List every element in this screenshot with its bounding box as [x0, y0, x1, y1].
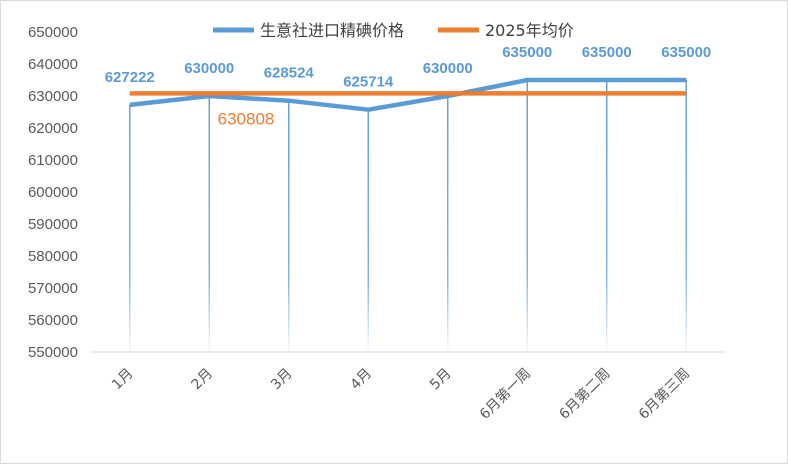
x-tick-label: 5月	[427, 366, 455, 394]
x-tick-label: 6月第一周	[476, 365, 534, 423]
x-tick-label: 6月第三周	[635, 365, 693, 423]
y-tick-label: 600000	[28, 184, 78, 201]
y-tick-label: 580000	[28, 248, 78, 265]
legend-entry-price: 生意社进口精碘价格	[213, 21, 404, 40]
average-data-label: 630808	[218, 109, 275, 128]
legend-label-price: 生意社进口精碘价格	[260, 21, 404, 40]
gridline-5	[447, 96, 449, 352]
data-label: 635000	[582, 44, 632, 61]
x-tick-label: 1月	[109, 366, 137, 394]
gridline-7	[606, 80, 608, 352]
data-label: 628524	[264, 65, 315, 82]
x-tick-label: 2月	[189, 366, 217, 394]
gridline-8	[685, 80, 687, 352]
data-label: 627222	[105, 69, 155, 86]
legend-label-average: 2025年均价	[485, 21, 574, 40]
x-tick-label: 3月	[268, 366, 296, 394]
legend-entry-average: 2025年均价	[438, 21, 574, 40]
data-label: 635000	[502, 44, 552, 61]
y-tick-label: 590000	[28, 216, 78, 233]
y-tick-label: 630000	[28, 88, 78, 105]
y-tick-label: 650000	[28, 24, 78, 41]
gridline-4	[367, 109, 369, 352]
data-label: 625714	[343, 74, 394, 91]
gridlines	[129, 80, 687, 352]
x-tick-label: 4月	[348, 366, 376, 394]
y-tick-label: 560000	[28, 312, 78, 329]
gridline-1	[129, 104, 131, 352]
y-tick-label: 550000	[28, 344, 78, 361]
gridline-2	[208, 96, 210, 352]
series-lines	[129, 77, 687, 112]
y-tick-label: 620000	[28, 120, 78, 137]
y-tick-label: 570000	[28, 280, 78, 297]
gridline-3	[288, 100, 290, 352]
x-tick-label: 6月第二周	[556, 365, 614, 423]
data-label: 630000	[184, 60, 234, 77]
y-tick-label: 640000	[28, 56, 78, 73]
data-labels: 627222 630000 628524 625714 630000 635000 6350…	[105, 44, 712, 128]
y-tick-labels: 550000 560000 570000 580000 590000 600000 6100…	[28, 24, 78, 361]
data-label: 630000	[423, 60, 473, 77]
legend: 生意社进口精碘价格 2025年均价	[213, 21, 574, 40]
data-label: 635000	[661, 44, 711, 61]
x-tick-labels: 1月 2月 3月 4月 5月 6月第一周 6月第二周 6月第三周	[109, 365, 693, 423]
y-tick-label: 610000	[28, 152, 78, 169]
gridline-6	[526, 80, 528, 352]
series-line-price	[129, 77, 687, 112]
